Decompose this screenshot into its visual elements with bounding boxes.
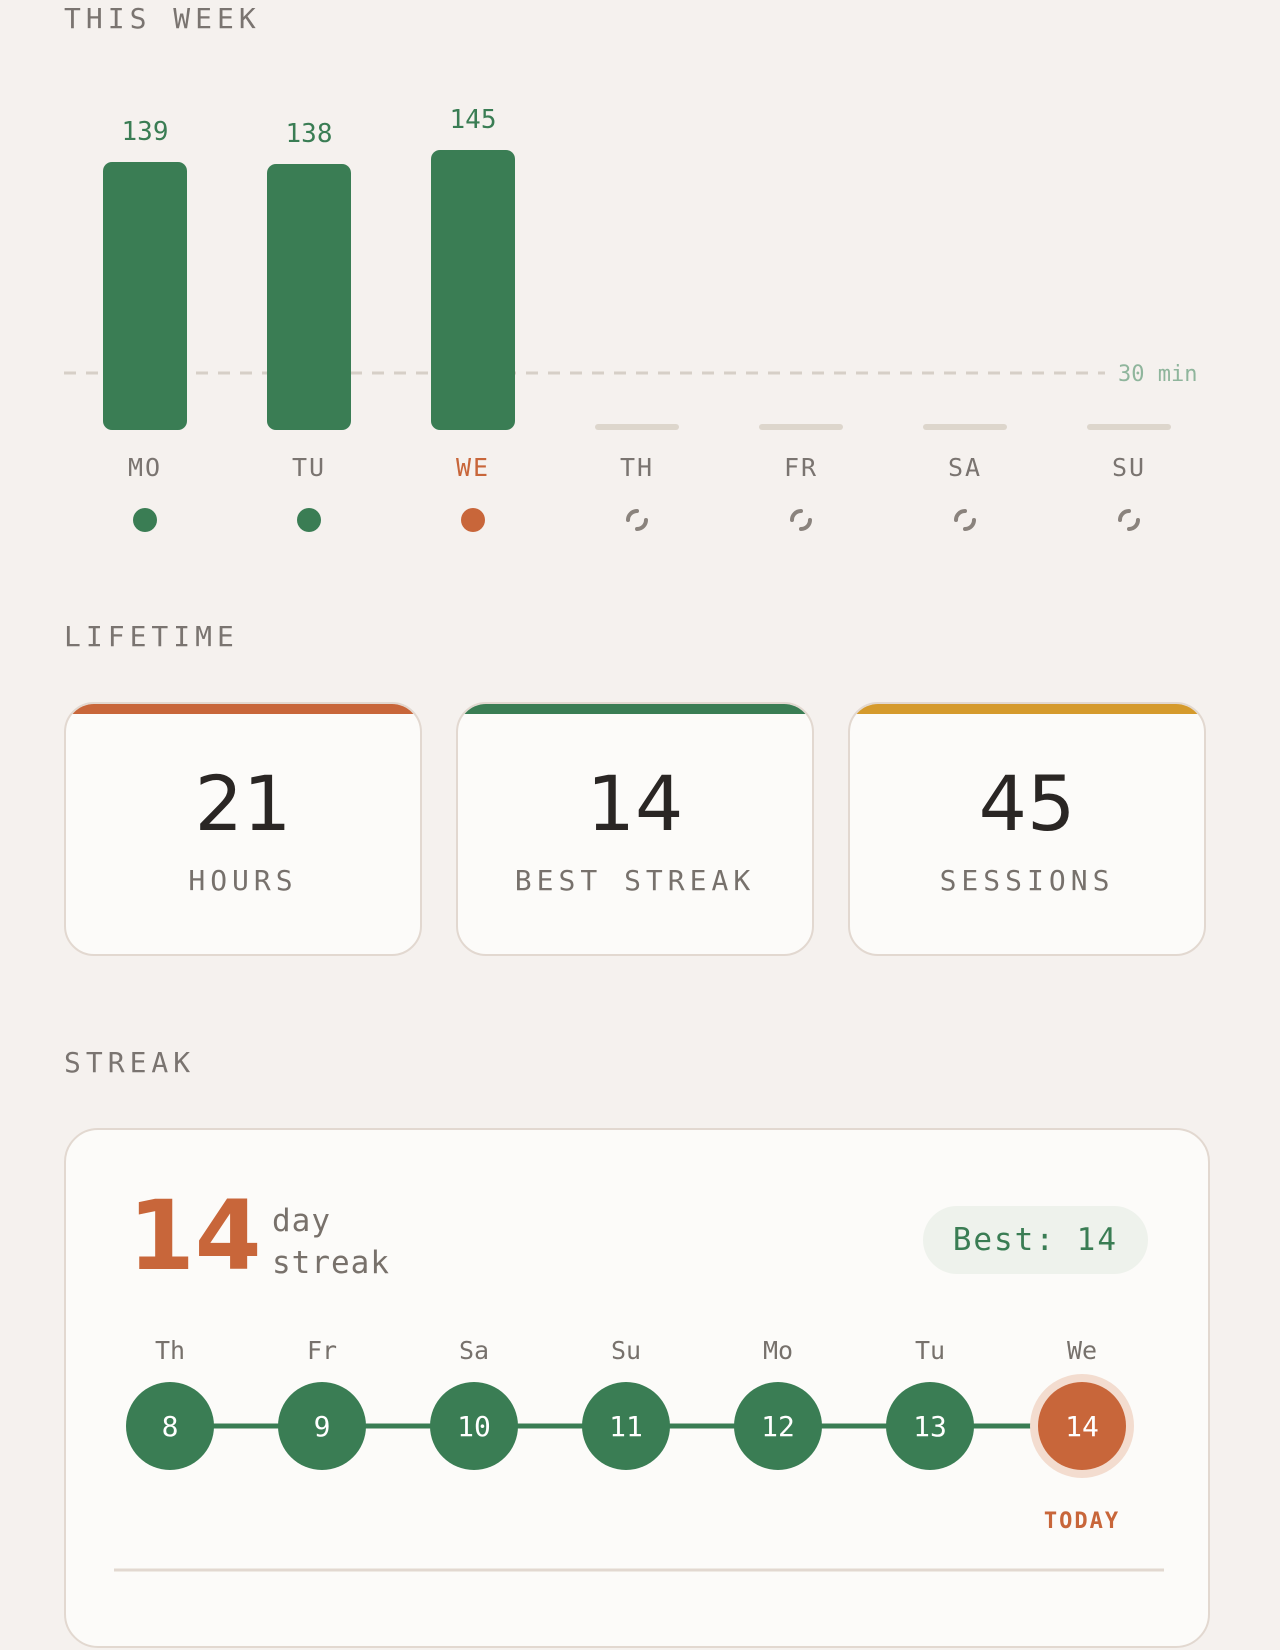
- bar-tu: [267, 164, 351, 430]
- card-accent: [458, 704, 812, 714]
- streak-day-number: 10: [457, 1410, 491, 1443]
- sessions-label: SESSIONS: [939, 864, 1115, 897]
- streak-day-today: [1038, 1382, 1126, 1470]
- stat-card-best-streak: 14 BEST STREAK: [456, 702, 814, 956]
- day-label-fr: FR: [784, 453, 818, 482]
- section-title-this-week: THIS WEEK: [64, 2, 261, 35]
- bar-sa-empty: [923, 424, 1007, 430]
- hours-value: 21: [194, 759, 292, 848]
- stat-card-sessions: 45 SESSIONS: [848, 702, 1206, 956]
- goal-line-label: 30 min: [1118, 362, 1197, 387]
- streak-day-circle: [430, 1382, 518, 1470]
- bar-su-empty: [1087, 424, 1171, 430]
- streak-day-circle: [278, 1382, 366, 1470]
- today-label: TODAY: [1044, 1509, 1120, 1534]
- day-label-we: WE: [456, 453, 490, 482]
- card-accent: [66, 704, 420, 714]
- streak-unit-line1: day: [272, 1203, 331, 1239]
- best-streak-pill: Best: 14: [922, 1206, 1148, 1274]
- bar-value-label: 145: [450, 105, 497, 135]
- day-label-sa: SA: [948, 453, 982, 482]
- streak-unit-line2: streak: [272, 1245, 390, 1281]
- streak-day-label: Mo: [763, 1336, 793, 1365]
- weekly-bar-chart: 30 min 139 MO 138 TU 145 WE TH FR SA SU: [64, 105, 1197, 532]
- streak-day-label: We: [1067, 1336, 1097, 1365]
- streak-day-number: 12: [761, 1410, 795, 1443]
- streak-day-label: Su: [611, 1336, 641, 1365]
- bar-th-empty: [595, 424, 679, 430]
- streak-day-circle: [126, 1382, 214, 1470]
- pending-spinner-icon: [954, 509, 976, 531]
- streak-day-number: 13: [913, 1410, 947, 1443]
- streak-day-circle: [582, 1382, 670, 1470]
- streak-day-label: Tu: [915, 1336, 945, 1365]
- streak-day-label: Th: [155, 1336, 185, 1365]
- streak-unit: day streak: [272, 1200, 432, 1284]
- streak-day-number: 9: [314, 1410, 331, 1443]
- day-label-th: TH: [620, 453, 654, 482]
- streak-day-label: Fr: [307, 1336, 337, 1365]
- streak-day-number: 14: [1065, 1410, 1099, 1443]
- status-dot-tu: [297, 508, 321, 532]
- bar-mo: [103, 162, 187, 430]
- section-title-lifetime: LIFETIME: [64, 620, 239, 653]
- streak-count: 14: [128, 1180, 262, 1292]
- best-streak-label: BEST STREAK: [514, 864, 756, 897]
- card-accent: [850, 704, 1204, 714]
- day-label-su: SU: [1112, 453, 1146, 482]
- sessions-value: 45: [978, 759, 1076, 848]
- bar-fr-empty: [759, 424, 843, 430]
- pending-spinner-icon: [1118, 509, 1140, 531]
- bar-value-label: 139: [122, 117, 169, 147]
- streak-day-circle: [886, 1382, 974, 1470]
- streak-day-label: Sa: [459, 1336, 489, 1365]
- streak-day-number: 8: [162, 1410, 179, 1443]
- status-dot-mo: [133, 508, 157, 532]
- day-label-mo: MO: [128, 453, 162, 482]
- bar-we: [431, 150, 515, 430]
- pending-spinner-icon: [626, 509, 648, 531]
- bar-value-label: 138: [286, 119, 333, 149]
- section-title-streak: STREAK: [64, 1046, 196, 1079]
- stat-card-hours: 21 HOURS: [64, 702, 422, 956]
- streak-card: 14 day streak Best: 14 Th 8 Fr 9 Sa 10 Su 11 Mo 1…: [64, 1128, 1210, 1648]
- streak-timeline: Th 8 Fr 9 Sa 10 Su 11 Mo 12 Tu 13 We 14 TODAY: [114, 1336, 1164, 1572]
- hours-label: HOURS: [188, 864, 298, 897]
- best-streak-value: 14: [586, 759, 684, 848]
- streak-day-number: 11: [609, 1410, 643, 1443]
- streak-day-circle: [734, 1382, 822, 1470]
- pending-spinner-icon: [790, 509, 812, 531]
- day-label-tu: TU: [292, 453, 326, 482]
- status-dot-we: [461, 508, 485, 532]
